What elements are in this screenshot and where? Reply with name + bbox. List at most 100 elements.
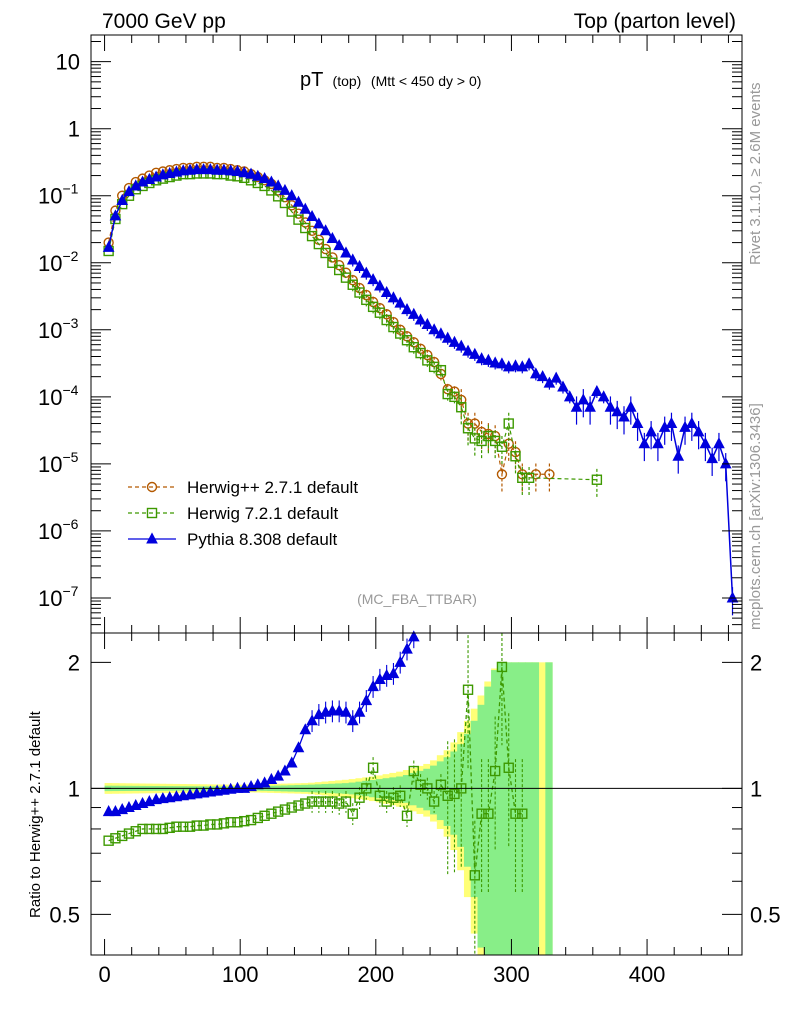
data-point bbox=[456, 402, 467, 413]
data-point bbox=[394, 296, 407, 308]
data-point bbox=[530, 367, 542, 379]
data-point bbox=[449, 391, 460, 403]
mcplots-label: mcplots.cern.ch [arXiv:1306.3436] bbox=[747, 403, 764, 630]
data-point bbox=[442, 388, 453, 400]
ratio-point bbox=[388, 792, 399, 803]
data-point bbox=[624, 400, 637, 412]
data-point bbox=[231, 164, 244, 176]
data-point bbox=[306, 225, 318, 236]
data-point bbox=[381, 314, 392, 326]
ratio-point bbox=[293, 800, 304, 811]
data-point bbox=[109, 209, 122, 221]
ratio-point bbox=[401, 810, 413, 822]
ratio-point bbox=[116, 830, 128, 842]
data-point bbox=[360, 266, 373, 278]
data-point bbox=[591, 474, 603, 485]
ratio-point bbox=[395, 790, 406, 801]
data-point bbox=[496, 469, 508, 480]
ratio-point bbox=[150, 823, 162, 835]
data-point bbox=[719, 457, 732, 469]
data-point bbox=[455, 339, 468, 351]
ratio-point bbox=[137, 823, 148, 835]
ratio-point bbox=[313, 796, 325, 807]
ratio-point bbox=[205, 819, 216, 830]
data-point bbox=[726, 591, 739, 603]
ratio-point bbox=[360, 694, 373, 706]
y-tick-label: 10−6 bbox=[38, 516, 79, 544]
data-point bbox=[414, 313, 427, 325]
data-point bbox=[706, 451, 718, 464]
data-point bbox=[340, 246, 352, 258]
main-plot-panel: 10 1 10−1 10−2 10−3 10−4 10−5 10−6 10−7 pT (top)… bbox=[38, 34, 743, 634]
ratio-point bbox=[489, 765, 501, 777]
data-point bbox=[449, 386, 460, 397]
data-point bbox=[251, 169, 264, 181]
data-point bbox=[597, 390, 610, 402]
ratio-point bbox=[503, 762, 514, 773]
ratio-y-tick-label-right: 0.5 bbox=[750, 902, 781, 927]
data-point bbox=[489, 435, 501, 447]
data-point bbox=[665, 416, 678, 429]
data-point bbox=[319, 224, 332, 236]
plot-title-main: pT bbox=[300, 69, 323, 91]
ratio-y-tick-label: 2 bbox=[68, 650, 80, 675]
ratio-point bbox=[306, 796, 318, 807]
plot-title: pT (top) (Mtt < 450 dy > 0) bbox=[300, 69, 481, 91]
data-point bbox=[285, 189, 298, 201]
ratio-point bbox=[340, 796, 352, 807]
ratio-point bbox=[266, 808, 277, 819]
data-point bbox=[320, 247, 331, 259]
ratio-band-green bbox=[430, 765, 438, 815]
ratio-point bbox=[191, 820, 202, 831]
data-point bbox=[584, 400, 596, 412]
ratio-point bbox=[130, 826, 141, 837]
legend-label: Herwig 7.2.1 default bbox=[187, 504, 338, 523]
data-point bbox=[286, 206, 297, 217]
ratio-point bbox=[347, 808, 358, 819]
data-point bbox=[699, 437, 712, 449]
ratio-point bbox=[367, 680, 379, 692]
data-point bbox=[496, 357, 508, 369]
data-point bbox=[293, 214, 304, 225]
ratio-y-tick-label-right: 1 bbox=[750, 776, 762, 801]
ratio-point bbox=[354, 792, 365, 803]
ratio-point bbox=[320, 796, 331, 807]
data-point bbox=[333, 264, 345, 276]
ratio-point bbox=[476, 808, 487, 819]
ratio-point bbox=[387, 667, 400, 679]
data-point bbox=[381, 309, 392, 320]
header-right: Top (parton level) bbox=[574, 10, 736, 33]
ratio-point bbox=[483, 808, 494, 819]
data-point bbox=[421, 317, 434, 330]
data-point bbox=[326, 231, 339, 244]
ratio-point bbox=[394, 655, 407, 667]
data-point bbox=[258, 172, 271, 184]
ratio-band-green bbox=[409, 772, 417, 806]
data-point bbox=[340, 272, 352, 283]
data-point bbox=[218, 163, 230, 175]
data-point bbox=[272, 179, 284, 191]
data-point bbox=[563, 390, 576, 402]
data-point bbox=[367, 273, 379, 285]
ratio-point bbox=[449, 788, 460, 800]
ratio-point bbox=[442, 790, 453, 801]
data-point bbox=[482, 353, 495, 365]
ratio-point bbox=[198, 820, 209, 831]
ratio-point bbox=[285, 756, 298, 768]
ratio-band-green bbox=[463, 733, 472, 867]
data-point bbox=[713, 437, 725, 449]
rivet-version-label: Rivet 3.1.10, ≥ 2.6M events bbox=[747, 82, 764, 266]
data-point bbox=[435, 327, 447, 339]
data-point bbox=[102, 240, 115, 252]
data-point bbox=[245, 167, 257, 179]
ratio-plot-panel: 0.5 0.5 1 1 2 2 0 100 200 300 400 Ratio to Herwig+… bbox=[27, 630, 781, 987]
data-point bbox=[509, 359, 522, 371]
ratio-point bbox=[218, 818, 230, 829]
ratio-point bbox=[374, 790, 386, 801]
data-point bbox=[395, 328, 406, 339]
data-point bbox=[367, 301, 379, 313]
data-point bbox=[496, 441, 508, 452]
ratio-point bbox=[340, 705, 352, 717]
ratio-point bbox=[469, 870, 481, 881]
data-point bbox=[265, 175, 278, 187]
